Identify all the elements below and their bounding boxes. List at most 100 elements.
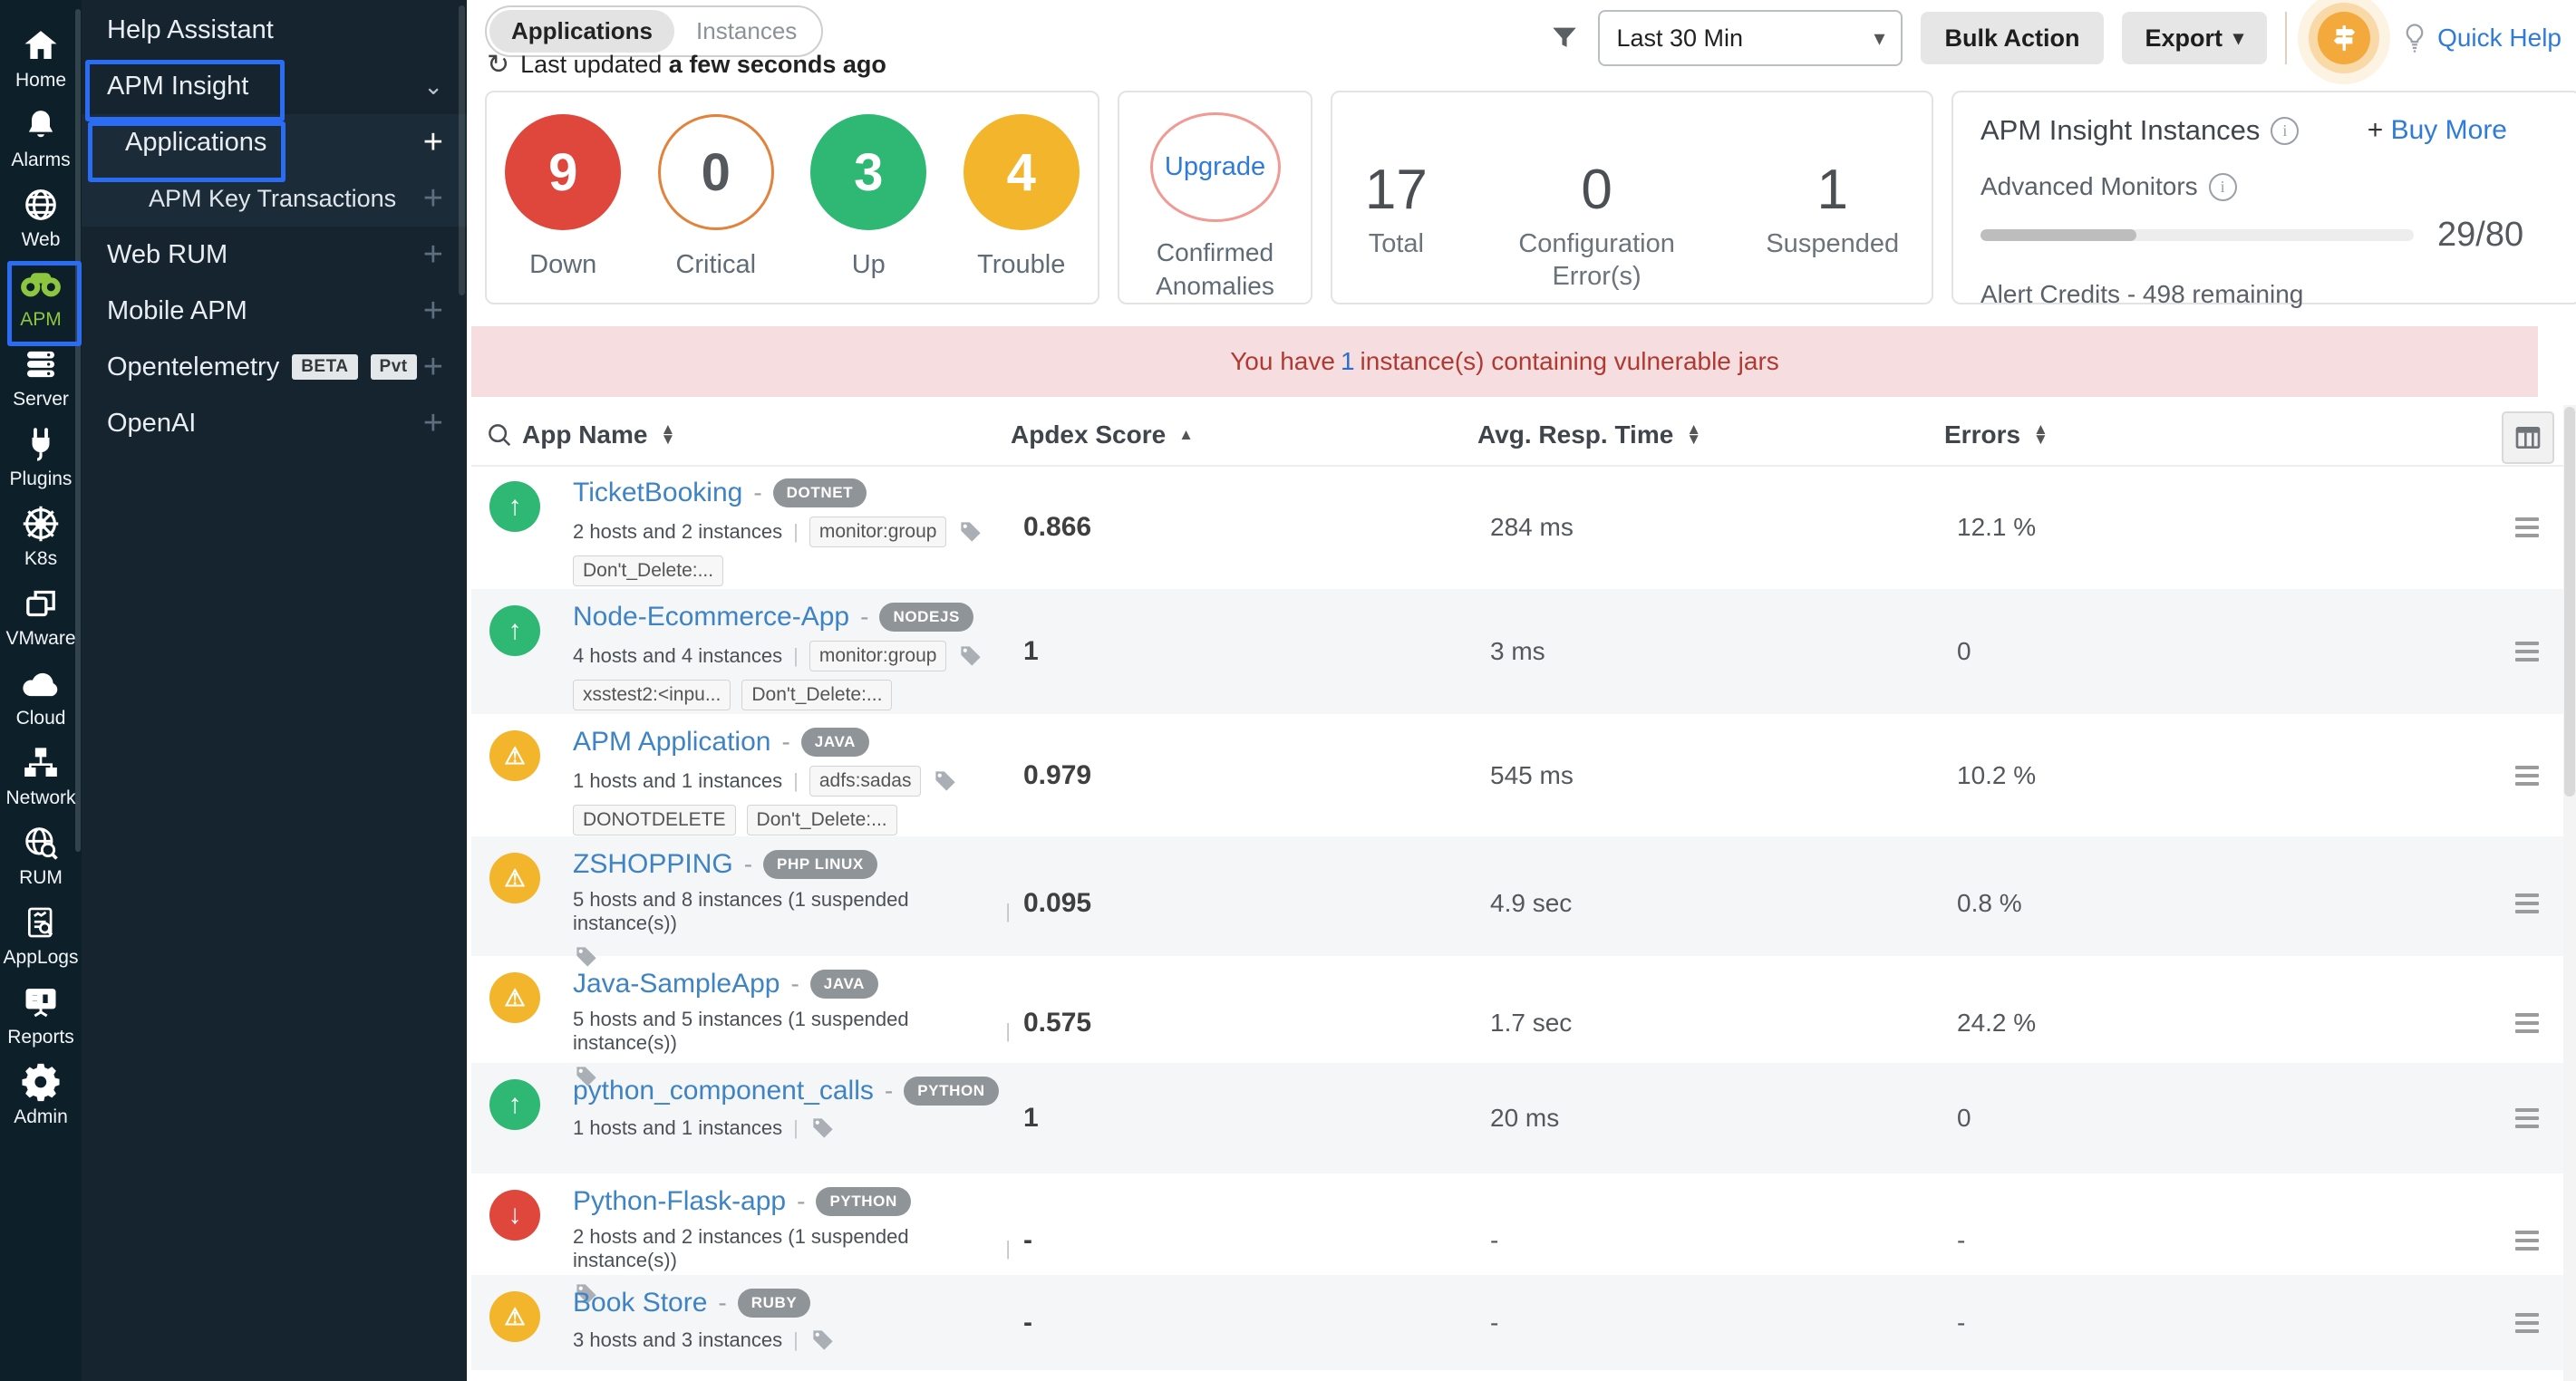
add-monitor-icon[interactable]: + — [422, 123, 443, 161]
menu-item-apm-key-transactions[interactable]: APM Key Transactions + — [82, 170, 467, 227]
add-monitor-icon[interactable]: + — [422, 236, 443, 274]
column-chooser-icon[interactable] — [2502, 411, 2554, 464]
add-monitor-icon[interactable]: + — [422, 292, 443, 330]
host-instance-count: 2 hosts and 2 instances — [573, 520, 783, 543]
sidebar-item-home[interactable]: Home — [0, 18, 82, 98]
quick-help[interactable]: Quick Help — [2401, 23, 2561, 53]
add-monitor-icon[interactable]: + — [422, 348, 443, 386]
menu-item-applications[interactable]: Applications + — [82, 114, 467, 170]
confirmed-anomalies-card: Upgrade Confirmed Anomalies — [1118, 91, 1312, 304]
column-header-errors[interactable]: Errors ▲ ▼ — [1944, 420, 2048, 449]
apdex-score: 1 — [1023, 1103, 1039, 1133]
filter-icon[interactable] — [1549, 23, 1580, 53]
sidebar-item-admin[interactable]: Admin — [0, 1055, 82, 1135]
row-actions-icon[interactable] — [2515, 517, 2539, 537]
column-header-apdex[interactable]: Apdex Score ▲ — [1011, 420, 1194, 449]
gear-icon — [21, 1061, 61, 1103]
add-monitor-icon[interactable]: + — [422, 179, 443, 217]
walkthrough-signpost-icon[interactable] — [2318, 12, 2371, 64]
status-count-critical[interactable]: 0 Critical — [657, 114, 774, 303]
info-icon[interactable]: i — [2271, 116, 2300, 145]
sort-icon: ▲ ▼ — [660, 420, 676, 448]
status-warn-icon: ⚠ — [489, 1291, 540, 1342]
menu-item-mobile-apm[interactable]: Mobile APM + — [82, 283, 467, 339]
app-name-link[interactable]: python_component_calls — [573, 1076, 874, 1106]
rail-scrollbar[interactable] — [75, 9, 81, 852]
table-scrollbar[interactable] — [2563, 405, 2576, 1381]
sidebar-item-label: Alarms — [11, 150, 71, 170]
sidebar-item-k8s[interactable]: K8s — [0, 497, 82, 576]
row-actions-icon[interactable] — [2515, 1231, 2539, 1251]
vulnerable-instances-link[interactable]: 1 — [1340, 347, 1355, 375]
time-range-select[interactable]: Last 30 Min ▾ — [1598, 10, 1903, 66]
app-name-link[interactable]: Node-Ecommerce-App — [573, 602, 850, 632]
menu-item-web-rum[interactable]: Web RUM + — [82, 227, 467, 283]
row-actions-icon[interactable] — [2515, 642, 2539, 662]
menu-item-openai[interactable]: OpenAI + — [82, 395, 467, 451]
sidebar-item-server[interactable]: Server — [0, 337, 82, 417]
menu-item-opentelemetry[interactable]: Opentelemetry BETA Pvt + — [82, 339, 467, 395]
add-monitor-icon[interactable]: + — [422, 404, 443, 442]
status-count-trouble[interactable]: 4 Trouble — [963, 114, 1080, 303]
search-icon[interactable] — [486, 421, 513, 449]
sidebar-item-rum[interactable]: RUM — [0, 816, 82, 895]
status-circle: 3 — [810, 114, 927, 230]
tag-icon[interactable] — [809, 1115, 837, 1142]
row-actions-icon[interactable] — [2515, 893, 2539, 913]
tag-icon[interactable] — [573, 943, 600, 971]
chevron-down-icon[interactable]: ⌄ — [423, 72, 443, 100]
sidebar-item-reports[interactable]: Reports — [0, 975, 82, 1055]
app-name-link[interactable]: TicketBooking — [573, 478, 743, 507]
upgrade-link[interactable]: Upgrade — [1149, 112, 1281, 223]
tag-icon[interactable] — [957, 518, 984, 546]
sidebar-item-vmware[interactable]: VMware — [0, 576, 82, 656]
export-button[interactable]: Export ▾ — [2121, 12, 2268, 64]
tag-icon[interactable] — [957, 642, 984, 670]
status-up-icon: ↑ — [489, 1079, 540, 1130]
row-actions-icon[interactable] — [2515, 1013, 2539, 1033]
tag-icon[interactable] — [573, 1280, 600, 1308]
menu-item-label: OpenAI — [107, 408, 197, 438]
row-actions-icon[interactable] — [2515, 1312, 2539, 1333]
sidebar-item-applogs[interactable]: AppLogs — [0, 895, 82, 975]
tab-instances[interactable]: Instances — [696, 17, 798, 44]
tag-icon[interactable] — [809, 1327, 837, 1354]
app-name-link[interactable]: Java-SampleApp — [573, 969, 780, 999]
app-name-link[interactable]: APM Application — [573, 727, 771, 757]
menu-item-label: Mobile APM — [107, 295, 247, 325]
menu-item-apm-insight[interactable]: APM Insight ⌄ — [82, 58, 467, 114]
row-actions-icon[interactable] — [2515, 765, 2539, 786]
table-row-book-store: ⚠ Book Store - RUBY 3 hosts and 3 instan… — [471, 1275, 2563, 1370]
sidebar-item-label: RUM — [19, 867, 63, 888]
sidebar-item-network[interactable]: Network — [0, 736, 82, 816]
info-icon[interactable]: i — [2208, 172, 2237, 201]
status-circle: 0 — [657, 114, 774, 230]
app-name-link[interactable]: ZSHOPPING — [573, 849, 733, 879]
alert-credits: Alert Credits - 498 remaining — [1980, 280, 2304, 308]
status-circle: 4 — [963, 114, 1080, 230]
sidebar-item-apm[interactable]: APM — [0, 257, 82, 337]
tag-icon[interactable] — [573, 1063, 600, 1090]
row-actions-icon[interactable] — [2515, 1108, 2539, 1128]
sidebar-item-alarms[interactable]: Alarms — [0, 98, 82, 178]
menu-scrollbar[interactable] — [459, 5, 465, 295]
column-header-avg-resp[interactable]: Avg. Resp. Time ▲ ▼ — [1477, 420, 1702, 449]
menu-item-help-assistant[interactable]: Help Assistant — [82, 2, 467, 58]
monitor-type-badge: RUBY — [737, 1289, 811, 1318]
status-count-down[interactable]: 9 Down — [505, 114, 622, 303]
host-instance-count: 1 hosts and 1 instances — [573, 1116, 783, 1139]
tab-applications[interactable]: Applications — [489, 10, 675, 53]
app-name-link[interactable]: Python-Flask-app — [573, 1186, 787, 1216]
app-name-link[interactable]: Book Store — [573, 1288, 708, 1318]
sort-icon: ▲ ▼ — [2033, 420, 2048, 448]
sidebar-item-cloud[interactable]: Cloud — [0, 656, 82, 736]
sidebar-item-web[interactable]: Web — [0, 178, 82, 257]
tag-icon[interactable] — [932, 768, 959, 795]
bulk-action-button[interactable]: Bulk Action — [1921, 12, 2104, 64]
status-count-up[interactable]: 3 Up — [810, 114, 927, 303]
error-rate: 12.1 % — [1957, 512, 2037, 541]
sidebar-item-plugins[interactable]: Plugins — [0, 417, 82, 497]
column-header-app-name[interactable]: App Name ▲ ▼ — [471, 420, 1011, 449]
refresh-icon[interactable]: ↻ — [487, 50, 510, 80]
buy-more-link[interactable]: + Buy More — [2367, 115, 2507, 145]
